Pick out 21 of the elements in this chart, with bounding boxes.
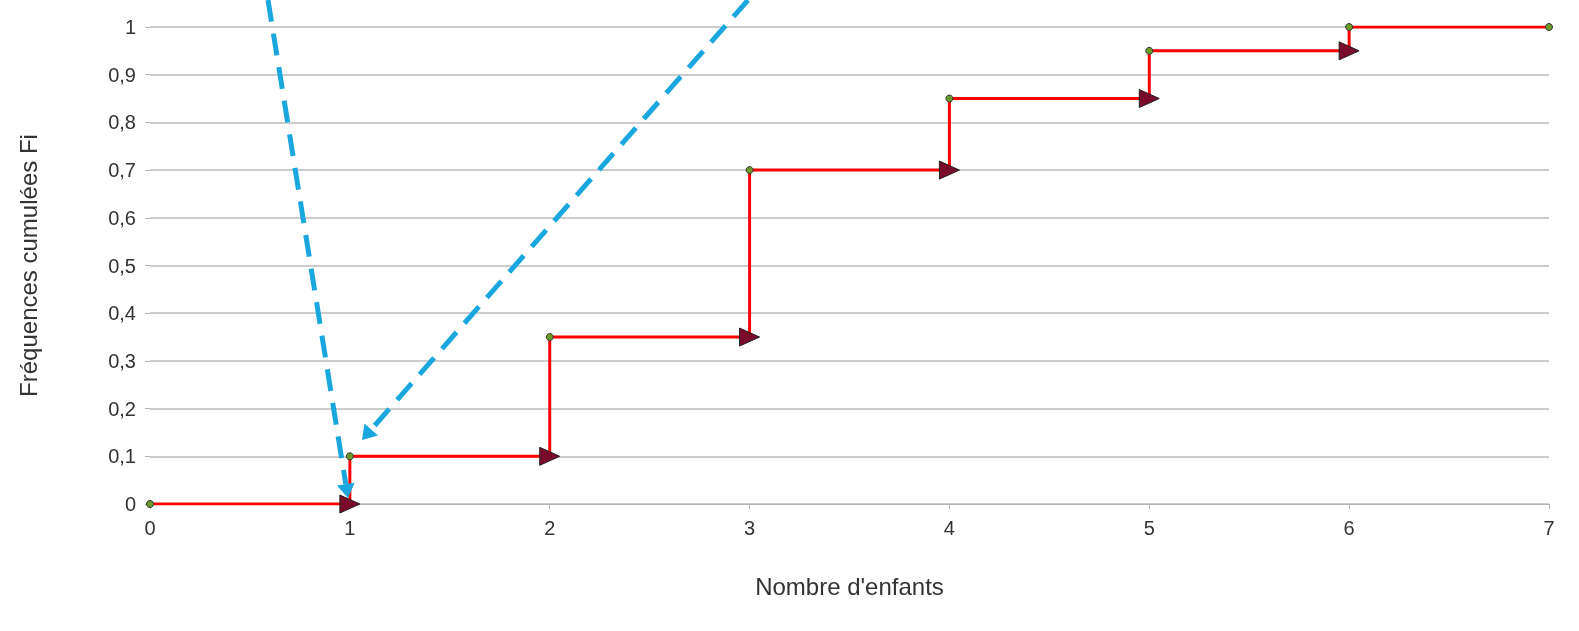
x-tick-label: 0 [144, 517, 156, 539]
y-tick-label: 0,8 [108, 111, 136, 134]
x-tick-label: 3 [744, 517, 756, 539]
y-tick-label: 0,3 [108, 349, 136, 372]
x-tick-label: 4 [943, 517, 955, 539]
x-tick-label: 2 [544, 517, 556, 539]
x-tick-label: 5 [1143, 517, 1155, 539]
y-tick-label: 0,1 [108, 445, 136, 468]
y-tick-label: 0,7 [108, 159, 136, 182]
x-tick-label: 1 [344, 517, 356, 539]
y-tick-label: 1 [124, 16, 136, 38]
x-tick-label: 6 [1343, 517, 1355, 539]
y-tick-label: 0 [124, 493, 136, 515]
y-tick-label: 0,2 [108, 397, 136, 420]
y-tick-label: 0,6 [108, 206, 136, 229]
y-tick-label: 0,5 [108, 254, 136, 277]
x-axis-title: Nombre d'enfants [755, 572, 944, 600]
y-tick-label: 0,9 [108, 63, 136, 86]
y-axis-title: Fréquences cumulées Fi [14, 134, 42, 397]
y-tick-label: 0,4 [108, 302, 136, 325]
x-tick-label: 7 [1543, 517, 1555, 539]
